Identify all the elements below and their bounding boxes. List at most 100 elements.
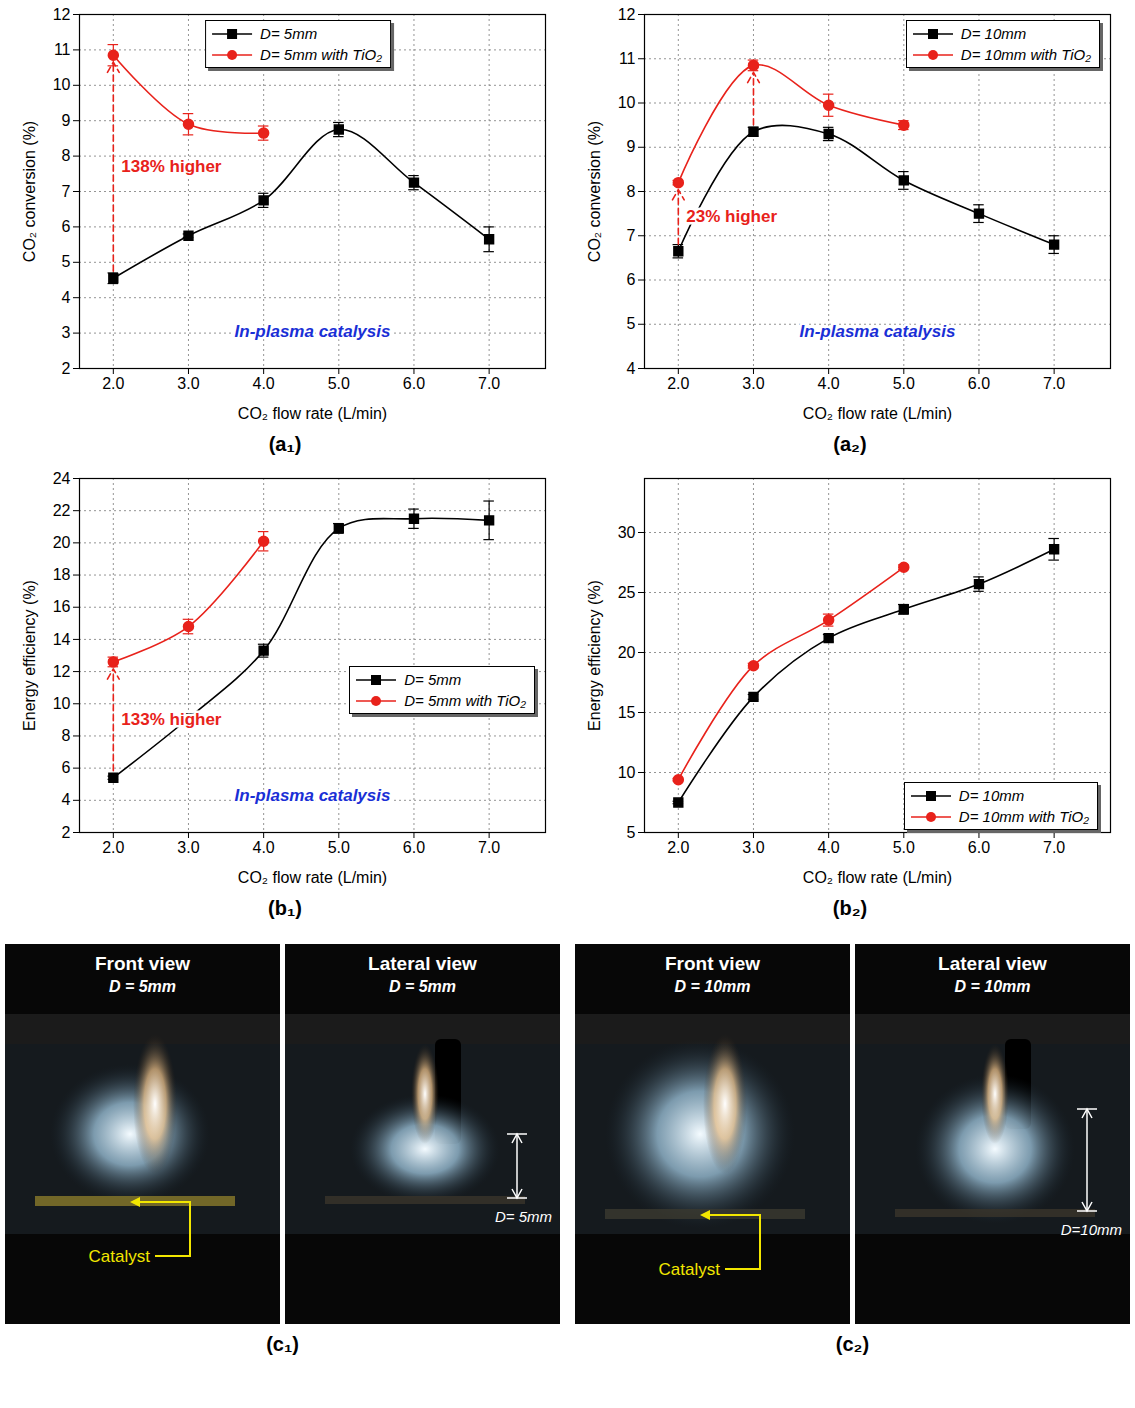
svg-text:8: 8	[62, 727, 71, 744]
svg-text:6.0: 6.0	[403, 375, 425, 392]
svg-text:6: 6	[627, 271, 636, 288]
svg-text:Front view: Front view	[665, 953, 760, 974]
svg-text:Energy efficiency (%): Energy efficiency (%)	[586, 580, 603, 731]
svg-text:20: 20	[618, 644, 636, 661]
svg-text:2.0: 2.0	[102, 375, 124, 392]
svg-text:In-plasma catalysis: In-plasma catalysis	[235, 786, 391, 805]
svg-text:7.0: 7.0	[1043, 839, 1065, 856]
svg-text:D = 5mm: D = 5mm	[109, 978, 176, 995]
svg-text:3.0: 3.0	[742, 839, 764, 856]
svg-text:30: 30	[618, 524, 636, 541]
html-text:(b₁): (b₁)	[268, 897, 302, 919]
svg-text:2.0: 2.0	[102, 839, 124, 856]
svg-text:6: 6	[62, 759, 71, 776]
svg-text:6.0: 6.0	[403, 839, 425, 856]
svg-text:2: 2	[62, 824, 71, 841]
html-text:(a₂): (a₂)	[833, 433, 867, 455]
svg-text:22: 22	[53, 502, 71, 519]
svg-text:5.0: 5.0	[893, 375, 915, 392]
html-text:D= 5mm with TiO₂: D= 5mm with TiO₂	[260, 46, 382, 63]
svg-text:7: 7	[62, 183, 71, 200]
svg-text:Catalyst: Catalyst	[659, 1260, 721, 1279]
svg-text:D = 10mm: D = 10mm	[954, 978, 1030, 995]
html-text:(b₂): (b₂)	[832, 897, 868, 919]
svg-text:8: 8	[62, 147, 71, 164]
svg-text:In-plasma catalysis: In-plasma catalysis	[800, 322, 956, 341]
svg-text:16: 16	[53, 598, 71, 615]
svg-text:4.0: 4.0	[818, 375, 840, 392]
svg-text:133% higher: 133% higher	[121, 710, 222, 729]
svg-text:2: 2	[62, 360, 71, 377]
svg-text:Lateral view: Lateral view	[368, 953, 477, 974]
svg-text:Front view: Front view	[95, 953, 190, 974]
svg-text:4.0: 4.0	[818, 839, 840, 856]
svg-text:4.0: 4.0	[253, 839, 275, 856]
svg-text:11: 11	[54, 41, 71, 58]
svg-text:CO₂ flow rate (L/min): CO₂ flow rate (L/min)	[803, 869, 952, 886]
svg-text:4: 4	[627, 360, 636, 377]
svg-text:4.0: 4.0	[253, 375, 275, 392]
svg-text:12: 12	[53, 663, 71, 680]
svg-text:5: 5	[62, 253, 71, 270]
svg-text:6.0: 6.0	[968, 375, 990, 392]
svg-text:3: 3	[62, 324, 71, 341]
svg-text:5.0: 5.0	[893, 839, 915, 856]
svg-text:Lateral view: Lateral view	[938, 953, 1047, 974]
svg-text:CO₂ conversion (%): CO₂ conversion (%)	[586, 121, 603, 262]
svg-text:CO₂ flow rate (L/min): CO₂ flow rate (L/min)	[803, 405, 952, 422]
html-text:D= 10mm with TiO₂: D= 10mm with TiO₂	[960, 46, 1091, 63]
svg-text:5: 5	[627, 315, 636, 332]
svg-text:D= 5mm: D= 5mm	[495, 1208, 552, 1225]
svg-text:10: 10	[618, 764, 636, 781]
svg-text:15: 15	[618, 704, 636, 721]
html-text:(c₁): (c₁)	[266, 1333, 299, 1355]
svg-text:25: 25	[618, 584, 636, 601]
svg-text:6.0: 6.0	[968, 839, 990, 856]
svg-text:8: 8	[627, 183, 636, 200]
svg-text:14: 14	[53, 631, 71, 648]
svg-text:9: 9	[62, 112, 71, 129]
html-text:D= 5mm with TiO₂: D= 5mm with TiO₂	[404, 692, 526, 710]
svg-text:5.0: 5.0	[328, 375, 350, 392]
svg-text:12: 12	[618, 6, 636, 23]
svg-text:24: 24	[53, 470, 71, 487]
svg-text:Catalyst: Catalyst	[89, 1247, 151, 1266]
svg-text:Energy efficiency (%): Energy efficiency (%)	[21, 580, 38, 731]
svg-text:6: 6	[62, 218, 71, 235]
svg-text:3.0: 3.0	[177, 839, 199, 856]
svg-text:9: 9	[627, 138, 636, 155]
html-text:(a₁): (a₁)	[268, 433, 302, 455]
svg-text:2.0: 2.0	[667, 375, 689, 392]
svg-text:5.0: 5.0	[328, 839, 350, 856]
svg-text:D = 5mm: D = 5mm	[389, 978, 456, 995]
html-text:D= 5mm: D= 5mm	[404, 671, 462, 689]
svg-text:D = 10mm: D = 10mm	[674, 978, 750, 995]
svg-text:CO₂ conversion (%): CO₂ conversion (%)	[21, 121, 38, 262]
svg-text:18: 18	[53, 566, 71, 583]
svg-text:3.0: 3.0	[742, 375, 764, 392]
svg-text:CO₂ flow rate (L/min): CO₂ flow rate (L/min)	[238, 405, 387, 422]
svg-text:2.0: 2.0	[667, 839, 689, 856]
svg-text:10: 10	[53, 76, 71, 93]
svg-text:CO₂ flow rate (L/min): CO₂ flow rate (L/min)	[238, 869, 387, 886]
svg-text:4: 4	[62, 791, 71, 808]
svg-text:23% higher: 23% higher	[686, 207, 777, 226]
html-text:D= 10mm: D= 10mm	[960, 25, 1027, 42]
svg-text:4: 4	[62, 289, 71, 306]
html-text:D= 5mm: D= 5mm	[260, 25, 318, 42]
svg-text:In-plasma catalysis: In-plasma catalysis	[235, 322, 391, 341]
svg-text:10: 10	[618, 94, 636, 111]
html-text:(c₂): (c₂)	[835, 1333, 870, 1355]
svg-text:D=10mm: D=10mm	[1061, 1221, 1122, 1238]
svg-text:12: 12	[53, 6, 71, 23]
svg-text:11: 11	[619, 50, 636, 67]
svg-text:7.0: 7.0	[1043, 375, 1065, 392]
svg-text:3.0: 3.0	[177, 375, 199, 392]
svg-text:7: 7	[627, 227, 636, 244]
svg-text:138% higher: 138% higher	[121, 157, 222, 176]
svg-text:20: 20	[53, 534, 71, 551]
svg-text:5: 5	[627, 824, 636, 841]
svg-text:7.0: 7.0	[478, 839, 500, 856]
svg-text:10: 10	[53, 695, 71, 712]
svg-text:7.0: 7.0	[478, 375, 500, 392]
